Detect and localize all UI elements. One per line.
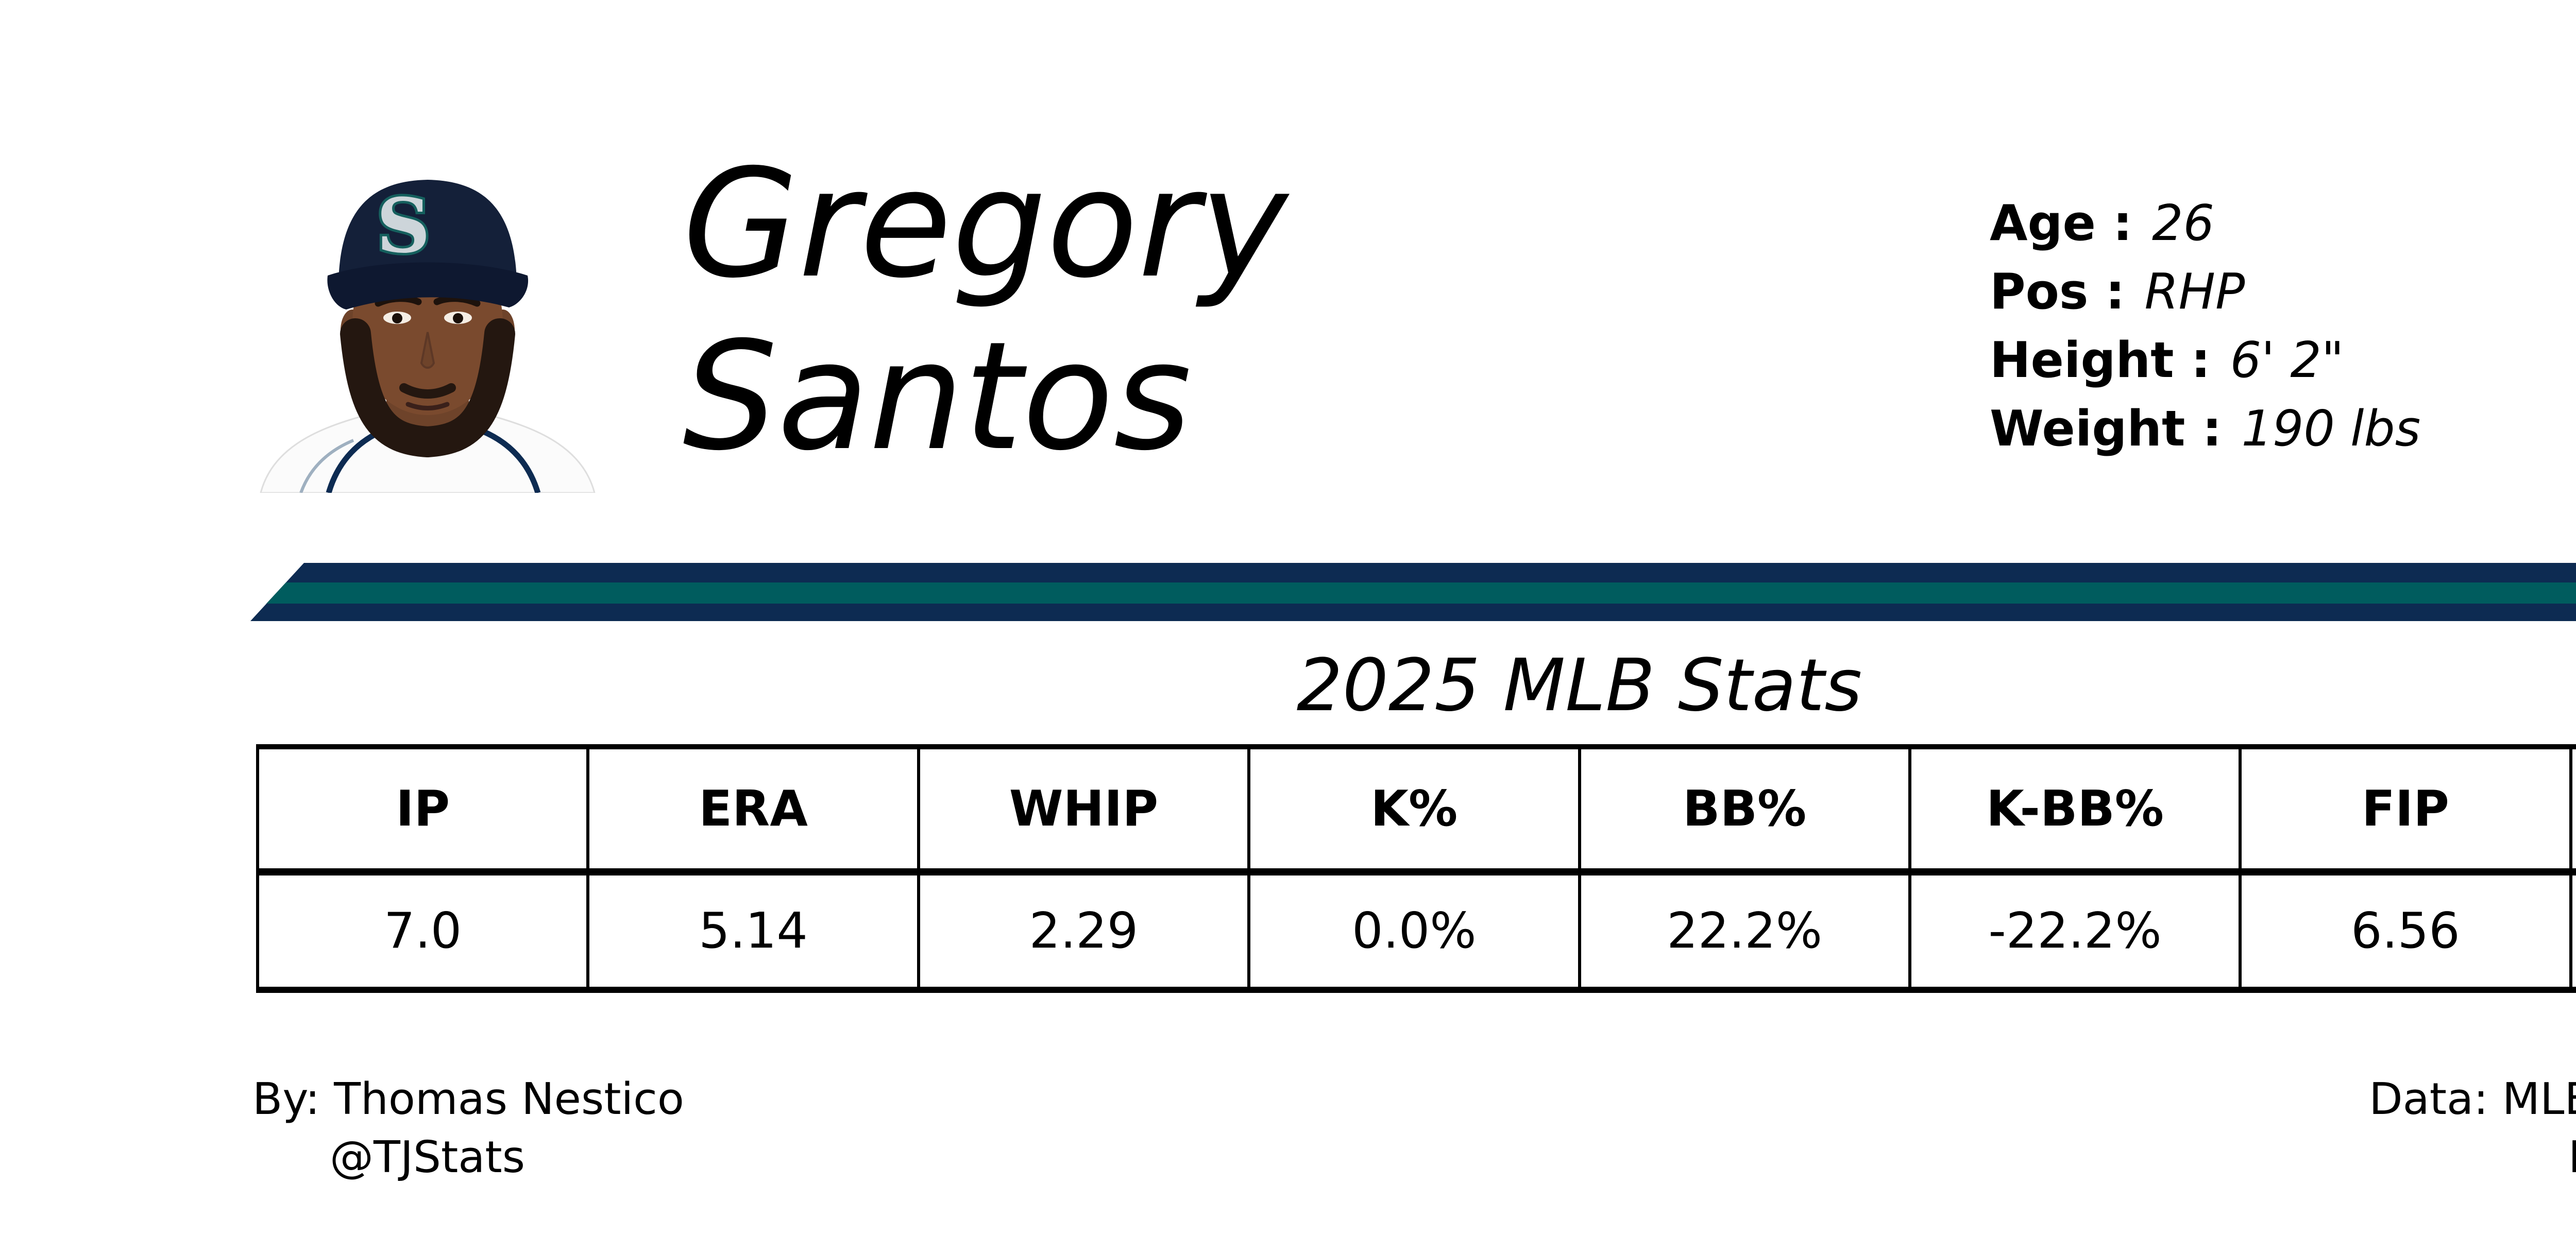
stat-header-kbbpct: K-BB%	[1908, 749, 2242, 876]
author-credit: By: Thomas Nestico @TJStats	[252, 1070, 684, 1187]
stat-header-ip: IP	[256, 749, 590, 876]
bio-label-height: Height :	[1990, 332, 2211, 389]
player-name: Gregory Santos	[683, 138, 1288, 483]
bio-row-age: Age : 26	[1990, 190, 2420, 258]
bio-value-pos: RHP	[2144, 264, 2245, 320]
stat-header-fwar: fWAR	[2569, 749, 2576, 876]
pupil-left	[392, 313, 402, 323]
player-photo: S	[260, 180, 596, 493]
section-title: 2025 MLB Stats	[1296, 644, 1862, 728]
cap-logo-s: S	[377, 182, 431, 270]
stat-value-whip: 2.29	[917, 872, 1251, 987]
stats-value-row: 7.0 5.14 2.29 0.0% 22.2% -22.2% 6.56 -0.…	[256, 872, 2576, 987]
pupil-right	[453, 313, 463, 323]
author-handle: @TJStats	[330, 1132, 525, 1183]
stat-header-kpct: K%	[1247, 749, 1581, 876]
stat-value-kpct: 0.0%	[1247, 872, 1581, 987]
bio-value-height: 6' 2"	[2230, 332, 2344, 389]
jersey-piping-left-inner	[299, 439, 354, 493]
stats-header-row: IP ERA WHIP K% BB% K-BB% FIP fWAR	[256, 749, 2576, 876]
mouth	[405, 402, 450, 410]
images-credit: Images: MLB	[2568, 1132, 2576, 1183]
cap-brim	[327, 262, 529, 310]
stat-header-era: ERA	[586, 749, 920, 876]
bio-row-pos: Pos : RHP	[1990, 258, 2420, 327]
divider-bar-teal	[266, 582, 2576, 604]
stats-table-grid: IP ERA WHIP K% BB% K-BB% FIP fWAR 7.0 5.…	[256, 749, 2576, 987]
player-bio: Age : 26 Pos : RHP Height : 6' 2" Weight : 1…	[1990, 190, 2420, 464]
bio-label-weight: Weight :	[1990, 401, 2222, 457]
bio-row-height: Height : 6' 2"	[1990, 327, 2420, 395]
bio-label-age: Age :	[1990, 195, 2133, 252]
author-byline: By: Thomas Nestico	[252, 1074, 684, 1125]
bio-value-age: 26	[2152, 195, 2214, 252]
bio-row-weight: Weight : 190 lbs	[1990, 395, 2420, 464]
stat-value-fip: 6.56	[2239, 872, 2572, 987]
bio-value-weight: 190 lbs	[2241, 401, 2421, 457]
divider-bar-navy	[250, 563, 2576, 621]
cap-crown	[339, 180, 516, 287]
eyebrow-right	[433, 295, 481, 307]
stat-value-bbpct: 22.2%	[1578, 872, 1911, 987]
bio-label-pos: Pos :	[1990, 264, 2125, 320]
data-credit: Data: MLB, Fangraphs	[2369, 1074, 2576, 1125]
stat-value-ip: 7.0	[256, 872, 590, 987]
player-name-line2: Santos	[683, 310, 1192, 484]
nose	[420, 332, 435, 369]
beard	[340, 318, 515, 458]
stat-header-whip: WHIP	[917, 749, 1251, 876]
stat-header-bbpct: BB%	[1578, 749, 1911, 876]
mustache	[399, 383, 456, 399]
player-name-line1: Gregory	[683, 138, 1288, 311]
stat-value-fwar: -0.2	[2569, 872, 2576, 987]
stats-table: IP ERA WHIP K% BB% K-BB% FIP fWAR 7.0 5.…	[256, 744, 2576, 993]
stat-header-fip: FIP	[2239, 749, 2572, 876]
source-credit: Data: MLB, Fangraphs Images: MLB	[2369, 1070, 2576, 1187]
stat-value-era: 5.14	[586, 872, 920, 987]
jersey-piping-right	[481, 428, 541, 493]
stat-value-kbbpct: -22.2%	[1908, 872, 2242, 987]
